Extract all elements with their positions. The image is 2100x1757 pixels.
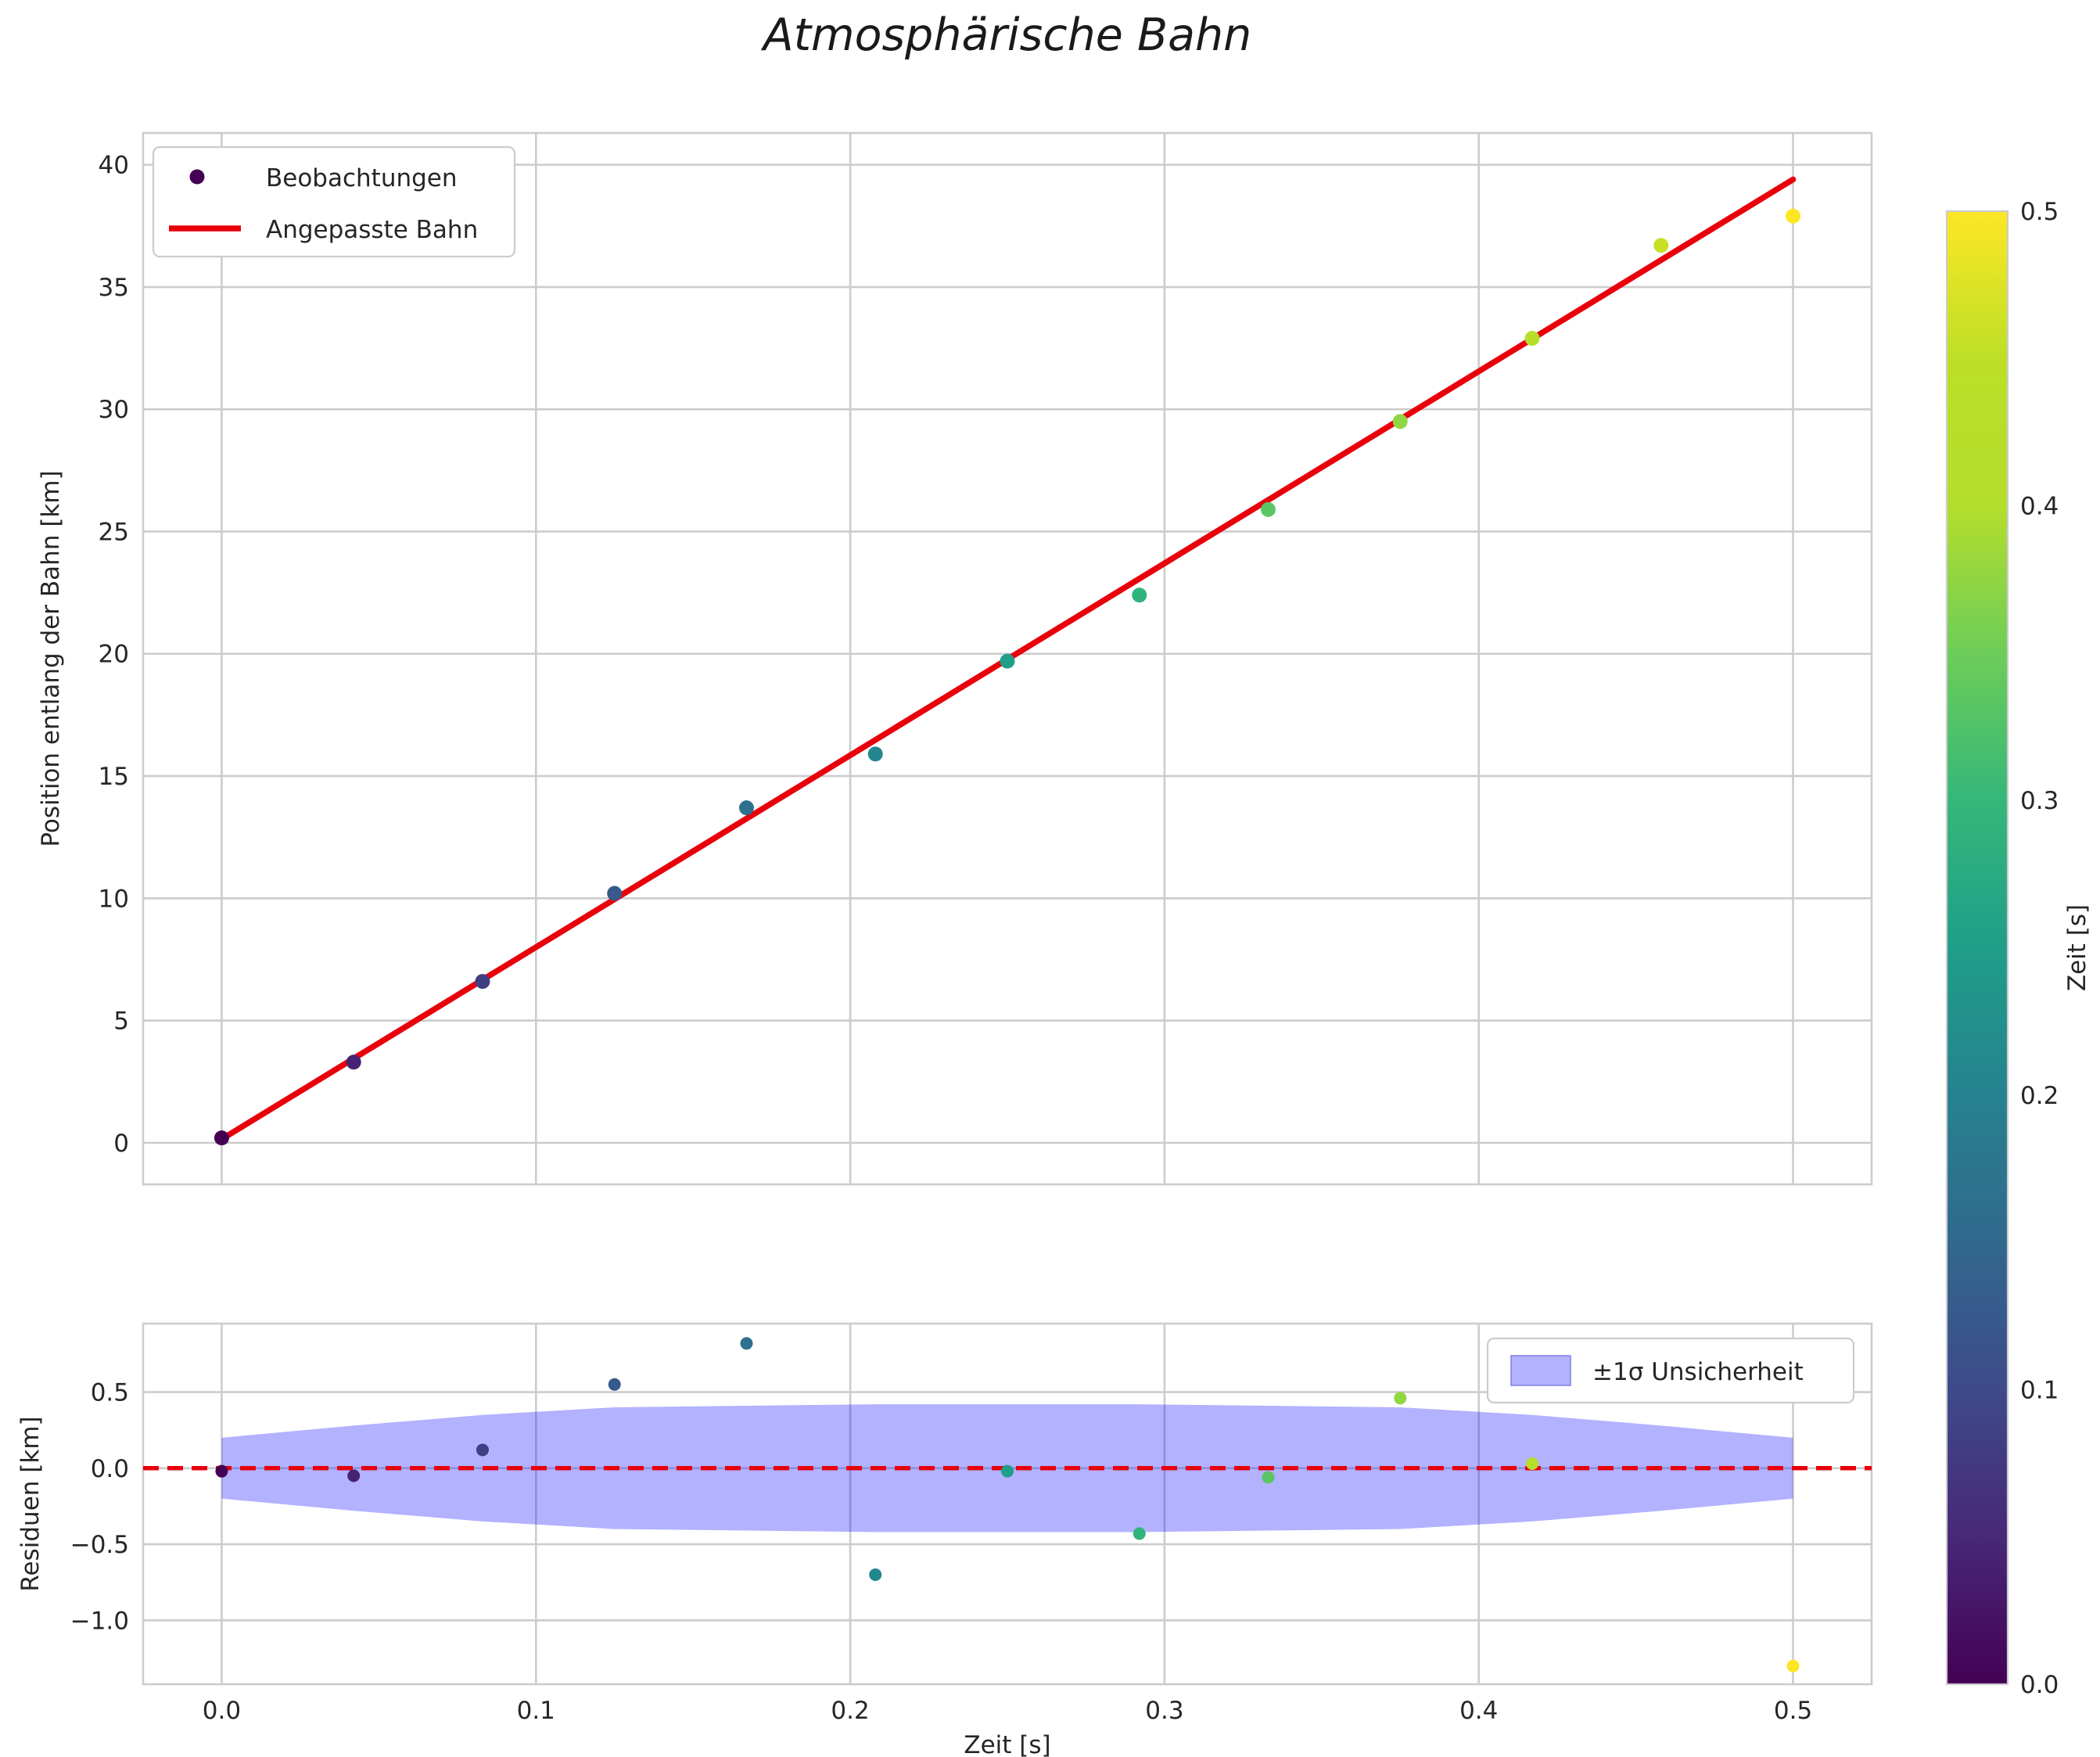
residual-point: [608, 1378, 621, 1391]
y-tick-label: 30: [99, 396, 129, 424]
y-tick-label: −1.0: [70, 1607, 129, 1635]
observation-point: [1132, 587, 1147, 603]
y-tick-label: 5: [113, 1008, 129, 1036]
residual-point: [740, 1337, 753, 1350]
residual-point: [869, 1568, 882, 1581]
y-tick-label: 40: [99, 152, 129, 180]
colorbar-tick-label: 0.5: [2020, 198, 2059, 226]
residual-point: [347, 1469, 361, 1482]
colorbar: 0.0 0.1 0.2 0.3 0.4 0.5 Zeit [s]: [1945, 198, 2091, 1699]
legend: Beobachtungen Angepasste Bahn: [152, 146, 516, 258]
axes-border: [142, 131, 1873, 1186]
x-axis-label: Zeit [s]: [964, 1731, 1050, 1757]
observation-point: [607, 886, 623, 901]
observation-point: [1261, 501, 1276, 517]
y-tick-label: 0.0: [91, 1455, 129, 1483]
colorbar-border: [1945, 210, 2009, 1686]
y-tick-label: 25: [99, 518, 129, 546]
legend-patch-marker: [1510, 1355, 1571, 1386]
residual-point: [1394, 1392, 1407, 1405]
residual-point: [1526, 1457, 1539, 1470]
y-tick-label: 0: [113, 1130, 129, 1158]
observation-point: [1392, 414, 1408, 429]
residual-point: [1133, 1527, 1146, 1540]
y-tick-label: −0.5: [70, 1531, 129, 1559]
legend-label: Beobachtungen: [266, 164, 458, 192]
y-tick-label: 15: [99, 763, 129, 791]
residual-point: [1001, 1464, 1014, 1478]
observation-point: [1524, 331, 1540, 347]
y-axis-label: Position entlang der Bahn [km]: [37, 470, 65, 846]
legend-label: Angepasste Bahn: [266, 216, 478, 244]
residual-point: [476, 1443, 489, 1457]
legend-label: ±1σ Unsicherheit: [1592, 1358, 1804, 1386]
x-tick-label: 0.2: [831, 1697, 869, 1725]
residual-point: [1786, 1659, 1800, 1673]
x-tick-label: 0.3: [1145, 1697, 1183, 1725]
observation-point: [214, 1130, 229, 1146]
residual-point: [1262, 1471, 1275, 1484]
x-tick-label: 0.5: [1774, 1697, 1812, 1725]
x-tick-label: 0.1: [517, 1697, 555, 1725]
observation-point: [475, 974, 490, 990]
observation-point: [867, 746, 883, 762]
colorbar-tick-label: 0.2: [2020, 1082, 2059, 1110]
legend-box: [152, 146, 516, 258]
y-axis-label: Residuen [km]: [16, 1416, 45, 1591]
trajectory-plot: 0 5 10 15 20 25 30 35 40 Position entlang der Bah…: [37, 131, 1873, 1186]
residual-point: [215, 1464, 228, 1478]
residual-plot: −1.0 −0.5 0.0 0.5 0.0 0.1 0.2 0.3 0.4 0.5 Residuen…: [16, 1322, 1873, 1757]
observation-point: [1786, 208, 1801, 224]
legend-box: [1486, 1337, 1855, 1404]
legend: ±1σ Unsicherheit: [1486, 1337, 1855, 1404]
colorbar-tick-label: 0.4: [2020, 493, 2059, 521]
y-tick-label: 35: [99, 274, 129, 302]
axes-border: [142, 1322, 1873, 1686]
legend-point-marker: [189, 169, 205, 185]
observation-point: [1653, 238, 1669, 253]
colorbar-tick-label: 0.0: [2020, 1671, 2059, 1699]
x-tick-label: 0.4: [1459, 1697, 1498, 1725]
observation-point: [1000, 653, 1015, 669]
y-tick-label: 20: [99, 641, 129, 669]
chart-title: Atmosphärische Bahn: [763, 9, 1252, 61]
colorbar-gradient: [1947, 211, 2008, 1684]
colorbar-tick-label: 0.1: [2020, 1376, 2059, 1404]
observation-point: [738, 800, 754, 816]
x-tick-label: 0.0: [203, 1697, 241, 1725]
colorbar-label: Zeit [s]: [2063, 904, 2091, 991]
colorbar-tick-label: 0.3: [2020, 787, 2059, 815]
y-tick-label: 0.5: [91, 1379, 129, 1407]
y-tick-label: 10: [99, 885, 129, 913]
observation-point: [346, 1055, 361, 1070]
